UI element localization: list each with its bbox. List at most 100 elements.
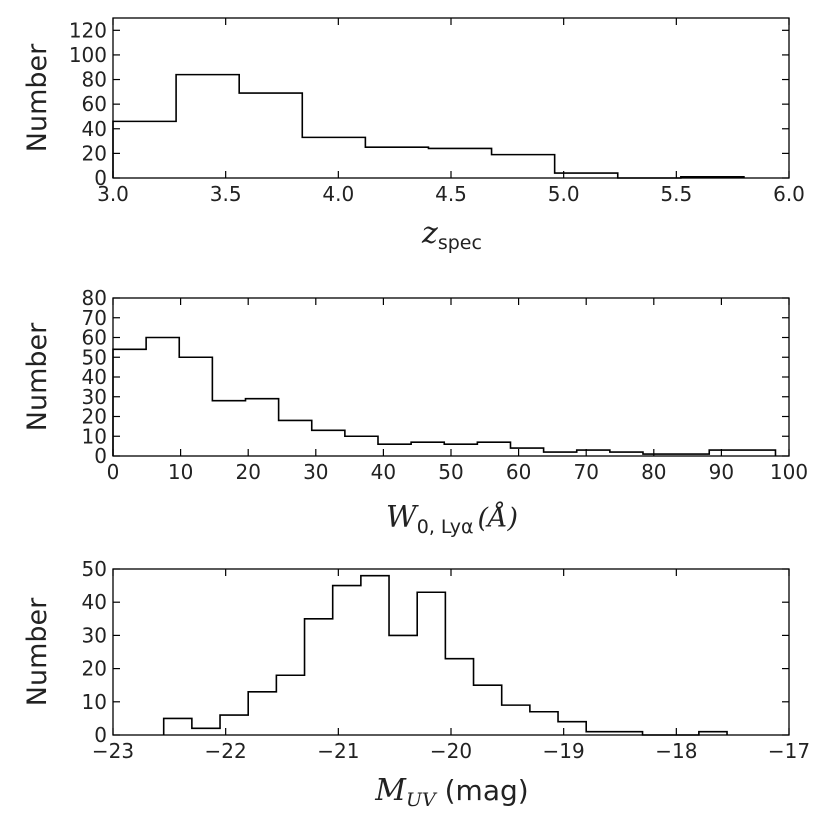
muv-bar — [248, 692, 276, 735]
zspec-bar — [365, 147, 428, 178]
zspec-ytick-label: 80 — [82, 68, 107, 92]
ew-lya-xtick-label: 100 — [770, 460, 808, 484]
muv-bar — [389, 635, 417, 735]
ew-lya-ytick-label: 50 — [82, 345, 107, 369]
panel-muv-xlabel-subscript: UV — [406, 789, 438, 811]
zspec-bar — [239, 93, 302, 178]
zspec-bar — [176, 75, 239, 178]
muv-bar — [164, 718, 192, 735]
zspec-xtick-label: 3.5 — [210, 182, 242, 206]
muv-ytick-label: 40 — [82, 590, 107, 614]
ew-lya-ytick-label: 20 — [82, 405, 107, 429]
muv-bar — [361, 576, 389, 735]
muv-xtick-label: −17 — [768, 739, 810, 763]
muv-bar — [192, 728, 220, 735]
ew-lya-ytick-label: 0 — [94, 444, 107, 468]
ew-lya-ytick-label: 80 — [82, 286, 107, 310]
zspec-ytick-label: 0 — [94, 166, 107, 190]
muv-xtick-label: −19 — [543, 739, 585, 763]
ew-lya-axes-frame — [112, 297, 790, 457]
zspec-ytick-label: 40 — [82, 117, 107, 141]
ew-lya-bar — [510, 448, 543, 456]
zspec-xtick-label: 5.0 — [548, 182, 580, 206]
panel-zspec-xlabel-subscript: spec — [438, 232, 482, 254]
ew-lya-xtick-label: 80 — [641, 460, 666, 484]
panel-muv-ylabel: Number — [22, 597, 53, 706]
panel-ew-lya-xlabel: W0, Lyα (Å) — [386, 500, 518, 538]
muv-ytick-label: 20 — [82, 657, 107, 681]
ew-lya-histogram-outline — [112, 336, 777, 456]
muv-xtick-label: −23 — [92, 739, 134, 763]
zspec-xtick-label: 3.0 — [97, 182, 129, 206]
ew-lya-xtick-label: 90 — [709, 460, 734, 484]
ew-lya-bar — [245, 399, 278, 456]
muv-ytick-label: 50 — [82, 557, 107, 581]
zspec-bar — [428, 148, 491, 178]
muv-xtick-label: −21 — [317, 739, 359, 763]
ew-lya-bar — [742, 450, 775, 456]
zspec-bar — [113, 121, 176, 178]
panel-muv: −23 −22 −21 −20 −19 −18 −17 0 10 20 30 40 50 — [82, 557, 811, 763]
ew-lya-ytick-label: 70 — [82, 306, 107, 330]
zspec-axes-frame — [112, 17, 790, 179]
ew-lya-ytick-label: 40 — [82, 365, 107, 389]
panel-ew-lya-xlabel-unit: (Å) — [478, 501, 519, 534]
muv-ytick-label: 0 — [94, 723, 107, 747]
panel-ew-lya-xlabel-subscript: 0, Lyα — [417, 516, 474, 538]
ew-lya-bar — [345, 436, 378, 456]
ew-lya-bar — [444, 444, 477, 456]
zspec-bar — [492, 155, 555, 178]
muv-bar — [530, 712, 558, 735]
muv-bar — [333, 586, 361, 735]
muv-xtick-label: −20 — [430, 739, 472, 763]
zspec-ytick-label: 20 — [82, 141, 107, 165]
zspec-ytick-label: 100 — [69, 43, 107, 67]
muv-bar — [558, 722, 586, 735]
muv-bar — [276, 675, 304, 735]
muv-bar — [417, 592, 445, 735]
ew-lya-xtick-label: 30 — [303, 460, 328, 484]
muv-histogram-outline — [162, 574, 728, 736]
muv-ytick-label: 30 — [82, 623, 107, 647]
ew-lya-bar — [113, 349, 146, 456]
ew-lya-bar — [279, 420, 312, 456]
zspec-xtick-label: 4.0 — [322, 182, 354, 206]
ew-lya-bar — [146, 338, 179, 457]
ew-lya-bar — [709, 450, 742, 456]
zspec-histogram-outline — [112, 73, 745, 179]
ew-lya-xtick-label: 50 — [438, 460, 463, 484]
ew-lya-bar — [212, 401, 245, 456]
muv-xtick-label: −18 — [655, 739, 697, 763]
ew-lya-bar — [477, 442, 510, 456]
muv-bar — [305, 619, 333, 735]
muv-xtick-label: −22 — [205, 739, 247, 763]
ew-lya-bar — [577, 450, 610, 456]
zspec-ytick-label: 60 — [82, 92, 107, 116]
panel-ew-lya-ylabel: Number — [22, 322, 53, 431]
ew-lya-ytick-label: 10 — [82, 424, 107, 448]
panel-muv-xlabel: MUV (mag) — [374, 773, 528, 811]
zspec-xtick-label: 5.5 — [660, 182, 692, 206]
muv-axes-frame — [112, 568, 790, 736]
zspec-ytick-label: 120 — [69, 18, 107, 42]
ew-lya-xtick-label: 0 — [107, 460, 120, 484]
muv-bar — [220, 715, 248, 735]
muv-bar — [445, 659, 473, 735]
panel-muv-xlabel-unit: (mag) — [436, 774, 529, 807]
ew-lya-xtick-label: 40 — [371, 460, 396, 484]
panel-ew-lya-xlabel-symbol: W — [386, 500, 419, 535]
ew-lya-bar — [411, 442, 444, 456]
ew-lya-bar — [179, 357, 212, 456]
panel-muv-xlabel-symbol: M — [374, 773, 407, 808]
ew-lya-xtick-label: 20 — [235, 460, 260, 484]
ew-lya-bar — [312, 430, 345, 456]
ew-lya-xtick-label: 70 — [573, 460, 598, 484]
muv-bar — [502, 705, 530, 735]
panel-zspec-xlabel-symbol: z — [421, 216, 438, 251]
muv-ytick-label: 10 — [82, 690, 107, 714]
ew-lya-xtick-label: 60 — [506, 460, 531, 484]
muv-bar — [474, 685, 502, 735]
